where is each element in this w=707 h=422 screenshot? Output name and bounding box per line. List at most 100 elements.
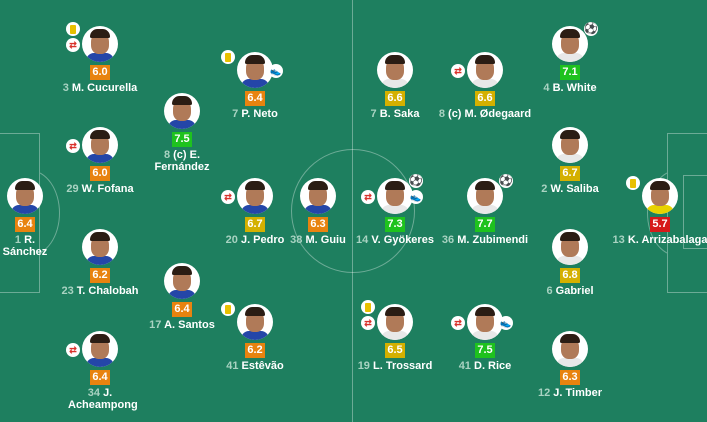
rating-badge: 6.6 <box>385 91 405 106</box>
goal-icon: ⚽ <box>584 22 598 36</box>
player-home-gk[interactable]: 6.4 1 R. Sánchez <box>0 178 80 258</box>
player-away-rcm[interactable]: 6.6 8 (c) M. Ødegaard ⇄ <box>430 52 540 120</box>
rating-badge: 6.4 <box>90 370 110 385</box>
rating-badge: 6.4 <box>15 217 35 232</box>
player-name: 41 Estêvão <box>200 360 310 372</box>
player-name-text: M. Cucurella <box>71 82 138 94</box>
player-name: 29 W. Fofana <box>45 183 155 195</box>
player-photo <box>237 52 273 88</box>
shirt-number: 8 <box>163 149 171 161</box>
player-photo <box>300 178 336 214</box>
player-photo <box>552 331 588 367</box>
player-home-rcm[interactable]: 6.4 17 A. Santos <box>127 263 237 331</box>
player-away-lb[interactable]: 6.3 12 J. Timber <box>515 331 625 399</box>
shirt-number: 2 <box>541 183 548 195</box>
player-name-text: V. Gyökeres <box>371 234 434 246</box>
left-penalty-box <box>0 133 40 293</box>
shirt-number: 14 <box>356 234 369 246</box>
player-photo <box>377 52 413 88</box>
substitution-icon: ⇄ <box>66 139 80 153</box>
player-name: 1 R. Sánchez <box>0 234 57 258</box>
player-home-st[interactable]: 6.3 38 M. Guiu <box>263 178 373 246</box>
rating-badge: 7.5 <box>172 132 192 147</box>
player-home-lcb[interactable]: 6.0 29 W. Fofana ⇄ <box>45 127 155 195</box>
substitution-icon: ⇄ <box>361 316 375 330</box>
player-away-rw[interactable]: 6.6 7 B. Saka <box>340 52 450 120</box>
player-photo <box>164 93 200 129</box>
rating-badge: 6.4 <box>245 91 265 106</box>
player-home-lcm[interactable]: 7.5 8 (c) E. Fernández <box>127 93 237 173</box>
player-name-text: K. Arrizabalaga <box>627 234 707 246</box>
player-away-lw[interactable]: 6.5 19 L. Trossard ⇄ <box>340 300 450 372</box>
rating-badge: 6.7 <box>560 166 580 181</box>
player-name: 36 M. Zubimendi <box>430 234 540 246</box>
player-name: 19 L. Trossard <box>340 360 450 372</box>
rating-badge: 7.1 <box>560 65 580 80</box>
shirt-number: 34 <box>87 387 100 399</box>
assist-icon: 👟 <box>269 64 283 78</box>
shirt-number: 29 <box>66 183 79 195</box>
substitution-icon: ⇄ <box>221 190 235 204</box>
rating-badge: 6.5 <box>385 343 405 358</box>
player-away-dm[interactable]: 7.7 36 M. Zubimendi ⚽ <box>430 174 540 246</box>
yellow-card-icon <box>66 22 80 36</box>
player-away-rb[interactable]: 7.1 4 B. White ⚽ <box>515 22 625 94</box>
player-name: 8 (c) E. Fernández <box>150 149 214 173</box>
player-photo <box>164 263 200 299</box>
player-photo <box>82 331 118 367</box>
player-photo <box>467 304 503 340</box>
player-name: 38 M. Guiu <box>263 234 373 246</box>
substitution-icon: ⇄ <box>451 316 465 330</box>
goal-icon: ⚽ <box>409 174 423 188</box>
player-photo <box>82 26 118 62</box>
yellow-card-icon <box>221 302 235 316</box>
rating-badge: 6.2 <box>90 268 110 283</box>
player-home-lb[interactable]: 6.0 3 M. Cucurella ⇄ <box>45 22 155 94</box>
shirt-number: 7 <box>232 108 239 120</box>
player-photo <box>82 229 118 265</box>
player-name-text: M. Zubimendi <box>457 234 529 246</box>
rating-badge: 6.4 <box>172 302 192 317</box>
player-photo <box>7 178 43 214</box>
shirt-number: 6 <box>546 285 553 297</box>
player-name-text: Estêvão <box>241 360 284 372</box>
rating-badge: 7.5 <box>475 343 495 358</box>
player-photo <box>552 127 588 163</box>
player-away-lcm[interactable]: 7.5 41 D. Rice ⇄ 👟 <box>430 304 540 372</box>
player-name-text: R. Sánchez <box>2 234 48 258</box>
player-name-text: (c) E. Fernández <box>154 149 210 173</box>
yellow-card-icon <box>361 300 375 314</box>
player-name-text: M. Guiu <box>305 234 346 246</box>
player-name-text: W. Fofana <box>81 183 134 195</box>
player-away-gk[interactable]: 5.7 13 K. Arrizabalaga <box>605 176 707 246</box>
player-away-rcb[interactable]: 6.7 2 W. Saliba <box>515 127 625 195</box>
player-photo <box>642 178 678 214</box>
player-away-lcb[interactable]: 6.8 6 Gabriel <box>515 229 625 297</box>
assist-icon: 👟 <box>499 316 513 330</box>
player-name: 3 M. Cucurella <box>45 82 155 94</box>
substitution-icon: ⇄ <box>361 190 375 204</box>
player-name-text: B. White <box>552 82 597 94</box>
player-name-text: J. Timber <box>553 387 603 399</box>
player-name-text: J. Acheampong <box>68 387 138 411</box>
player-name: 2 W. Saliba <box>515 183 625 195</box>
player-name: 12 J. Timber <box>515 387 625 399</box>
assist-icon: 👟 <box>409 190 423 204</box>
player-name-text: D. Rice <box>474 360 512 372</box>
player-home-lw[interactable]: 6.4 7 P. Neto 👟 <box>200 50 310 120</box>
player-home-rb[interactable]: 6.4 34 J. Acheampong ⇄ <box>45 331 155 411</box>
yellow-card-icon <box>626 176 640 190</box>
rating-badge: 6.0 <box>90 166 110 181</box>
player-name-text: Gabriel <box>555 285 594 297</box>
player-home-rcb[interactable]: 6.2 23 T. Chalobah <box>45 229 155 297</box>
player-away-st[interactable]: 7.3 14 V. Gyökeres ⇄ ⚽ 👟 <box>340 174 450 246</box>
player-home-rw[interactable]: 6.2 41 Estêvão <box>200 302 310 372</box>
shirt-number: 41 <box>226 360 239 372</box>
rating-badge: 7.3 <box>385 217 405 232</box>
shirt-number: 17 <box>149 319 162 331</box>
player-name-text: B. Saka <box>379 108 420 120</box>
rating-badge: 6.8 <box>560 268 580 283</box>
player-name: 23 T. Chalobah <box>45 285 155 297</box>
player-home-am[interactable]: 6.7 20 J. Pedro ⇄ <box>200 178 310 246</box>
